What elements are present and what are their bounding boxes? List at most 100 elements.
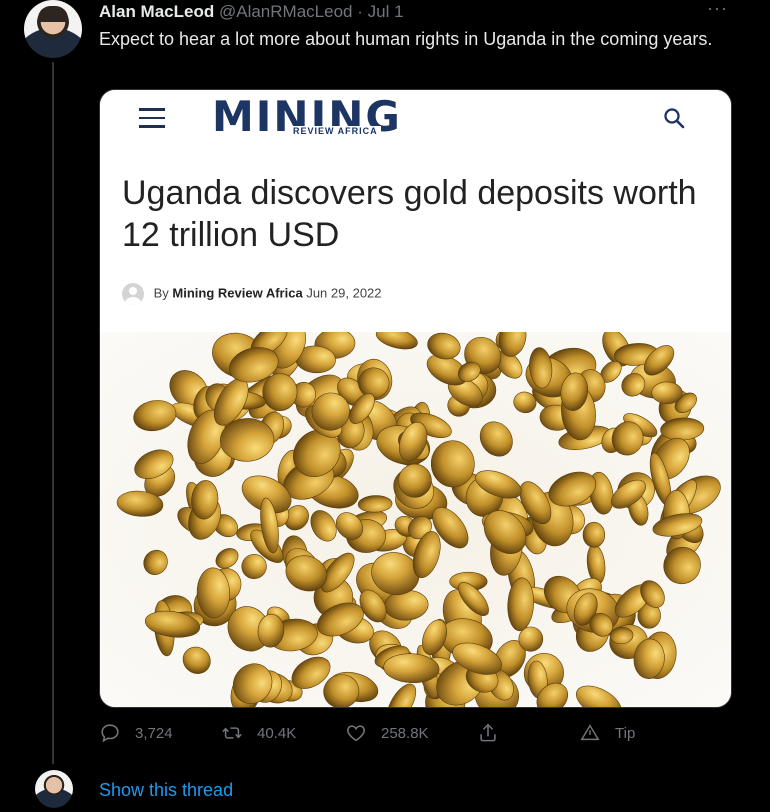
logo-sub-text: REVIEW AFRICA [290, 126, 381, 136]
gold-nugget [633, 638, 665, 679]
gold-nugget [611, 421, 644, 456]
search-icon[interactable] [662, 106, 686, 130]
more-options-icon[interactable]: ··· [707, 0, 728, 18]
thread-avatar[interactable] [35, 770, 73, 808]
gold-nugget [609, 626, 634, 645]
gold-nugget [652, 513, 703, 537]
retweet-count: 40.4K [257, 724, 297, 742]
gold-nugget [422, 619, 447, 655]
hamburger-menu-icon[interactable] [139, 108, 165, 128]
tweet-text: Expect to hear a lot more about human ri… [99, 29, 713, 49]
gold-nugget [215, 548, 239, 569]
like-button[interactable]: 258.8K [345, 722, 429, 744]
gold-nugget [291, 656, 331, 689]
gold-nugget [357, 495, 393, 513]
gold-nugget [640, 580, 665, 608]
gold-nugget [483, 510, 527, 554]
gold-nugget [589, 612, 613, 637]
retweet-button[interactable]: 40.4K [221, 722, 296, 744]
share-icon [480, 723, 496, 742]
reply-button[interactable]: 3,724 [99, 722, 173, 744]
site-logo[interactable]: MINING REVIEW AFRICA [212, 96, 434, 146]
gold-nugget [196, 567, 231, 619]
gold-nugget [229, 347, 279, 383]
gold-nugget [371, 552, 420, 596]
tweet-date[interactable]: Jul 1 [367, 2, 404, 21]
gold-nugget [317, 602, 364, 637]
gold-nugget [582, 521, 606, 548]
tweet-actions: 3,724 40.4K 258.8K Tip [99, 722, 659, 750]
gold-nugget [576, 685, 622, 707]
gold-nugget [311, 392, 350, 431]
gold-nugget [144, 610, 201, 638]
gold-nugget [262, 373, 298, 411]
like-count: 258.8K [381, 724, 429, 742]
byline-prefix: By [153, 285, 169, 301]
gold-nugget [427, 332, 461, 360]
gold-nugget [643, 345, 675, 376]
thread-line [52, 62, 54, 764]
gold-nugget [611, 479, 646, 509]
gold-nugget [116, 490, 164, 517]
gold-nugget [458, 582, 489, 616]
show-thread-link[interactable]: Show this thread [99, 780, 234, 800]
article-byline: By Mining Review Africa Jun 29, 2022 [122, 283, 382, 305]
tip-label: Tip [615, 724, 636, 742]
gold-nugget [386, 683, 417, 707]
gold-nugget [513, 391, 537, 414]
byline-author[interactable]: Mining Review Africa [172, 285, 303, 301]
gold-nugget [651, 381, 683, 405]
gold-nugget [560, 372, 589, 411]
gold-nugget [548, 471, 597, 507]
gold-nugget [134, 449, 174, 480]
gold-nugget [457, 361, 481, 382]
gold-nugget [479, 421, 513, 457]
gold-nugget [398, 463, 432, 498]
byline-date: Jun 29, 2022 [306, 285, 382, 301]
gold-nugget [232, 663, 273, 704]
gold-nugget [143, 549, 168, 575]
gold-nugget [507, 577, 534, 632]
site-header: MINING REVIEW AFRICA [100, 90, 731, 150]
gold-nugget [432, 507, 469, 549]
author-name[interactable]: Alan MacLeod [99, 2, 215, 21]
gold-nugget [191, 480, 219, 520]
gold-nuggets-image [100, 332, 731, 707]
gold-nugget [260, 497, 279, 554]
reply-count: 3,724 [135, 724, 173, 742]
gold-nugget [241, 475, 292, 514]
gold-nugget [257, 613, 285, 648]
separator-dot: · [357, 2, 363, 21]
gold-nugget [182, 646, 211, 674]
tip-button[interactable]: Tip [579, 722, 635, 744]
gold-nugget [430, 440, 475, 488]
reply-icon [101, 724, 119, 743]
gold-nugget [398, 421, 428, 462]
gold-nugget [383, 653, 440, 684]
retweet-icon [222, 727, 242, 739]
gold-nugget [349, 393, 375, 424]
gold-nugget [536, 682, 569, 707]
gold-nugget [220, 418, 275, 462]
article-card[interactable]: MINING REVIEW AFRICA Uganda discovers go… [99, 89, 732, 708]
heart-icon [347, 725, 365, 742]
author-avatar[interactable] [24, 0, 82, 58]
share-button[interactable] [477, 722, 513, 744]
gold-nugget [621, 373, 646, 397]
gold-nugget [323, 674, 360, 707]
gold-nugget [320, 552, 355, 593]
gold-nugget [241, 553, 267, 580]
gold-nugget [529, 347, 553, 389]
article-headline[interactable]: Uganda discovers gold deposits worth 12 … [122, 174, 697, 254]
gold-nugget [310, 510, 337, 542]
gold-nugget [375, 332, 418, 350]
gold-nugget [519, 481, 552, 525]
gold-nugget [285, 555, 328, 592]
gold-nugget [133, 400, 177, 432]
gold-nugget [475, 470, 522, 499]
gold-nugget [335, 512, 364, 540]
author-handle[interactable]: @AlanRMacLeod [218, 2, 353, 21]
author-placeholder-icon [122, 283, 144, 305]
gold-nugget [663, 546, 701, 585]
gold-nugget [518, 626, 544, 652]
